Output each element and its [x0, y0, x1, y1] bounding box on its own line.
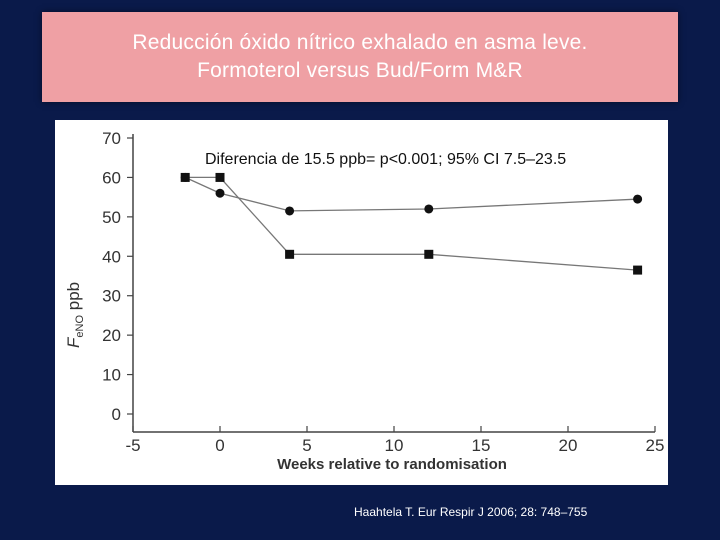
title-line-1: Reducción óxido nítrico exhalado en asma…	[132, 31, 588, 54]
data-point-circle	[633, 194, 643, 204]
y-tick-label: 70	[102, 129, 121, 148]
y-tick-label: 10	[102, 366, 121, 385]
x-tick-label: 20	[559, 436, 578, 455]
title-box: Reducción óxido nítrico exhalado en asma…	[42, 12, 678, 102]
data-point-square	[633, 265, 643, 275]
y-tick-label: 60	[102, 168, 121, 187]
y-axis-label-unit: ppb	[64, 282, 83, 315]
y-tick-label: 20	[102, 326, 121, 345]
y-tick-label: 40	[102, 247, 121, 266]
data-point-square	[424, 249, 434, 259]
x-tick-label: 5	[302, 436, 311, 455]
data-point-square	[180, 172, 190, 182]
data-point-circle	[424, 204, 434, 214]
x-tick-label: 25	[646, 436, 665, 455]
chart-series	[180, 172, 643, 275]
data-point-circle	[215, 188, 225, 198]
x-tick-label: 0	[215, 436, 224, 455]
y-axis-label-main: F	[64, 336, 83, 348]
title-line-2: Formoterol versus Bud/Form M&R	[197, 59, 523, 82]
y-tick-label: 50	[102, 208, 121, 227]
y-tick-label: 0	[112, 405, 121, 424]
series-line-squares	[185, 176, 638, 271]
y-tick-label: 30	[102, 287, 121, 306]
x-tick-label: 15	[472, 436, 491, 455]
x-tick-label: 10	[385, 436, 404, 455]
data-point-circle	[285, 206, 295, 216]
x-axis-label: Weeks relative to randomisation	[277, 456, 507, 473]
data-point-square	[215, 172, 225, 182]
y-axis-label-sub: eNO	[74, 315, 86, 338]
y-axis-label: FeNO ppb	[64, 282, 86, 348]
chart-panel: 0 10 20 30 40 50 60 70 -5 0 5 10 15 20 25 Diferencia d…	[55, 120, 668, 485]
x-tick-label: -5	[125, 436, 140, 455]
citation: Haahtela T. Eur Respir J 2006; 28: 748–7…	[354, 505, 588, 519]
series-line-circles	[184, 176, 638, 212]
data-point-square	[285, 249, 295, 259]
chart-annotation: Diferencia de 15.5 ppb= p<0.001; 95% CI …	[205, 151, 566, 168]
